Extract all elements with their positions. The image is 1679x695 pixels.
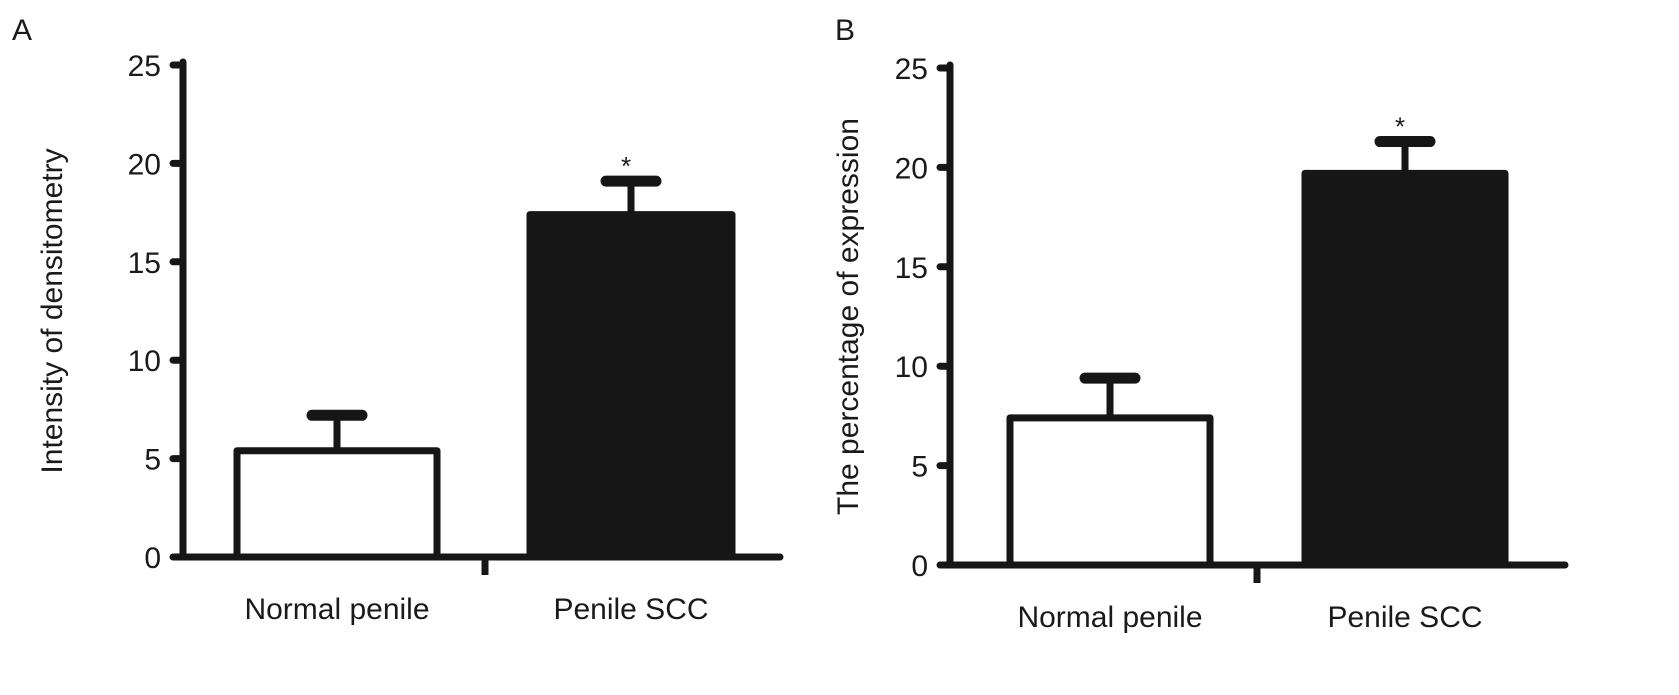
bar: [526, 211, 736, 561]
y-tick-label: 25: [128, 50, 161, 83]
significance-marker: *: [621, 151, 631, 181]
x-tick-label: Penile SCC: [1327, 601, 1482, 634]
y-tick-label: 25: [895, 53, 928, 86]
bar: [1301, 169, 1509, 569]
bar: [233, 447, 441, 561]
y-axis-label: Intensity of densitometry: [36, 148, 69, 473]
y-tick-label: 10: [895, 351, 928, 384]
y-tick-label: 20: [128, 148, 161, 181]
y-tick-label: 20: [895, 152, 928, 185]
x-tick-label: Normal penile: [1017, 601, 1202, 634]
x-tick-label: Normal penile: [244, 593, 429, 626]
y-tick-label: 5: [911, 451, 928, 484]
significance-marker: *: [1395, 112, 1405, 142]
y-tick-label: 0: [144, 542, 161, 575]
y-axis-label: The percentage of expression: [832, 118, 865, 515]
x-tick-label: Penile SCC: [553, 593, 708, 626]
y-tick-label: 15: [128, 247, 161, 280]
y-tick-label: 15: [895, 252, 928, 285]
y-tick-label: 5: [144, 444, 161, 477]
y-tick-label: 0: [911, 550, 928, 583]
bar: [1006, 414, 1214, 569]
y-tick-label: 10: [128, 345, 161, 378]
panel-label: B: [835, 14, 855, 47]
panel-label: A: [12, 14, 32, 47]
